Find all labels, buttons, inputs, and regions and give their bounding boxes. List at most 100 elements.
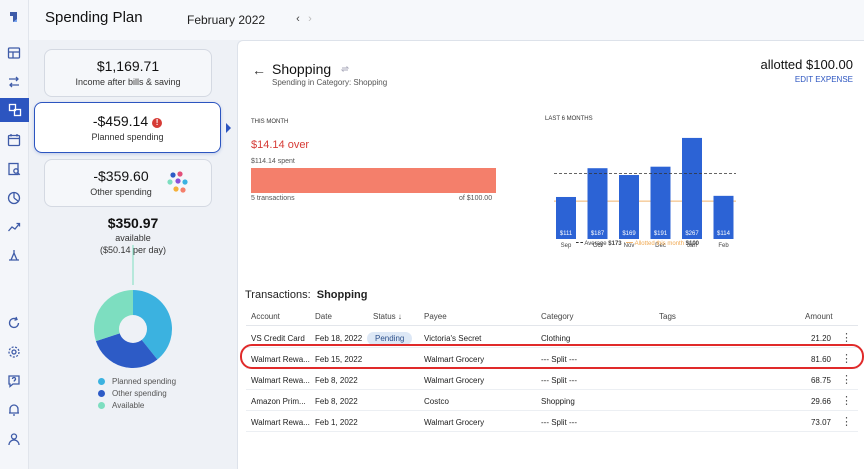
col-tags[interactable]: Tags (659, 312, 676, 321)
chart-legend: Average $173 Allotted this month $100 (576, 241, 699, 247)
date-cell: Feb 1, 2022 (315, 418, 358, 427)
bar-value-label: $267 (685, 231, 699, 237)
income-label: Income after bills & saving (75, 77, 181, 87)
plan-summary-panel: $1,169.71 Income after bills & saving -$… (29, 40, 237, 469)
payee-cell: Walmart Grocery (424, 376, 485, 385)
x-tick-label: Dec (655, 243, 666, 249)
progress-track (251, 168, 496, 193)
recurring-icon[interactable] (340, 64, 350, 74)
col-category[interactable]: Category (541, 312, 574, 321)
transaction-count: 5 transactions (251, 195, 295, 202)
sort-down-icon: ↓ (397, 312, 402, 321)
other-amount: -$359.60 (93, 168, 149, 184)
legend-item-other: Other spending (98, 387, 176, 399)
notifications-icon[interactable] (5, 401, 23, 419)
warning-icon: ! (152, 118, 163, 128)
bar-value-label: $187 (591, 231, 605, 237)
planned-spending-card[interactable]: -$459.14! Planned spending (34, 102, 221, 153)
legend-item-planned: Planned spending (98, 375, 176, 387)
back-arrow-icon[interactable]: ← (252, 62, 266, 78)
help-icon[interactable] (5, 372, 23, 390)
last-6-months-heading: LAST 6 MONTHS (545, 116, 593, 122)
available-label: available (115, 233, 151, 243)
over-amount: $14.14 over (251, 139, 310, 151)
income-amount: $1,169.71 (96, 58, 160, 74)
allotted-line-icon (626, 242, 634, 243)
col-amount[interactable]: Amount (805, 312, 833, 321)
payee-cell: Costco (424, 397, 449, 406)
income-card[interactable]: $1,169.71 Income after bills & saving (44, 49, 212, 97)
logo-icon[interactable] (5, 8, 23, 26)
table-row[interactable]: Walmart Rewa... Feb 1, 2022 Walmart Grocer… (246, 411, 858, 432)
amount-cell: 29.66 (810, 397, 831, 406)
x-tick-label: Oct (593, 243, 603, 249)
chevron-right-icon[interactable]: › (308, 13, 312, 25)
pie-slice (133, 290, 172, 360)
row-menu-icon[interactable]: ⋮ (841, 332, 852, 344)
payee-cell: Victoria's Secret (424, 334, 482, 343)
amount-cell: 68.75 (810, 376, 831, 385)
chevron-left-icon[interactable]: ‹ (296, 13, 300, 25)
x-tick-label: Sep (561, 243, 572, 249)
account-cell: Walmart Rewa... (251, 376, 310, 385)
amount-cell: 73.07 (810, 418, 831, 427)
bar-dec (650, 166, 671, 239)
legend-average-label: Average (584, 241, 607, 247)
allotted-of: of $100.00 (459, 195, 493, 202)
settings-icon[interactable] (5, 343, 23, 361)
bar-value-label: $111 (560, 231, 573, 237)
date-cell: Feb 18, 2022 (315, 334, 363, 343)
amount-cell: 21.20 (810, 334, 831, 343)
row-menu-icon[interactable]: ⋮ (841, 416, 852, 428)
col-payee[interactable]: Payee (424, 312, 447, 321)
profile-icon[interactable] (5, 430, 23, 448)
legend-allotted-value: $100 (685, 241, 700, 247)
reports-icon[interactable] (5, 160, 23, 178)
table-row[interactable]: Amazon Prim... Feb 8, 2022 Costco Shopping 2… (246, 390, 858, 411)
table-row[interactable]: VS Credit Card Feb 18, 2022 Victoria's Sec… (246, 327, 858, 348)
goals-icon[interactable] (5, 246, 23, 264)
available-amount: $350.97 (107, 215, 159, 231)
nav-rail (0, 0, 29, 469)
table-row[interactable]: Walmart Rewa... Feb 8, 2022 Walmart Grocer… (246, 369, 858, 390)
pie-slice (95, 329, 158, 368)
payee-cell: Walmart Grocery (424, 418, 485, 427)
bar-oct (587, 168, 608, 239)
x-tick-label: Feb (718, 243, 729, 249)
row-menu-icon[interactable]: ⋮ (841, 395, 852, 407)
col-status[interactable]: Status ↓ (373, 312, 402, 321)
bar-jan (682, 137, 702, 239)
selected-indicator-icon (226, 123, 231, 133)
row-menu-icon[interactable]: ⋮ (841, 353, 852, 365)
account-cell: Walmart Rewa... (251, 418, 310, 427)
other-label: Other spending (90, 187, 152, 197)
top-bar: Spending Plan February 2022 ‹ › (29, 0, 864, 40)
month-label[interactable]: February 2022 (187, 13, 266, 27)
row-menu-icon[interactable]: ⋮ (841, 374, 852, 386)
spending-plan-icon[interactable] (0, 98, 29, 122)
category-dots-icon (167, 171, 188, 193)
bar-nov (619, 175, 639, 239)
other-spending-card[interactable]: -$359.60 Other spending (44, 159, 212, 207)
last-6-months-chart: $111 Sep $187 Oct $169 Nov $191 Dec $267 Jan $114 F… (554, 137, 736, 249)
account-cell: Amazon Prim... (251, 397, 306, 406)
bar-sep (556, 196, 576, 239)
col-account[interactable]: Account (251, 312, 280, 321)
planned-amount: -$459.14 (92, 113, 149, 129)
category-title: Shopping (272, 61, 332, 77)
payee-cell: Walmart Grocery (424, 355, 485, 364)
progress-fill (251, 168, 496, 193)
amount-cell: 81.60 (810, 355, 831, 364)
col-date[interactable]: Date (315, 312, 332, 321)
dashboard-icon[interactable] (5, 44, 23, 62)
refresh-icon[interactable] (5, 314, 23, 332)
investments-icon[interactable] (5, 189, 23, 207)
date-cell: Feb 15, 2022 (315, 355, 363, 364)
highlighted-row-outline (240, 344, 864, 369)
calendar-icon[interactable] (5, 131, 23, 149)
trends-icon[interactable] (5, 218, 23, 236)
pie-chart (94, 245, 172, 368)
transactions-icon[interactable] (5, 73, 23, 91)
edit-expense-link[interactable]: EDIT EXPENSE (794, 75, 853, 84)
category-cell: Clothing (541, 334, 571, 343)
